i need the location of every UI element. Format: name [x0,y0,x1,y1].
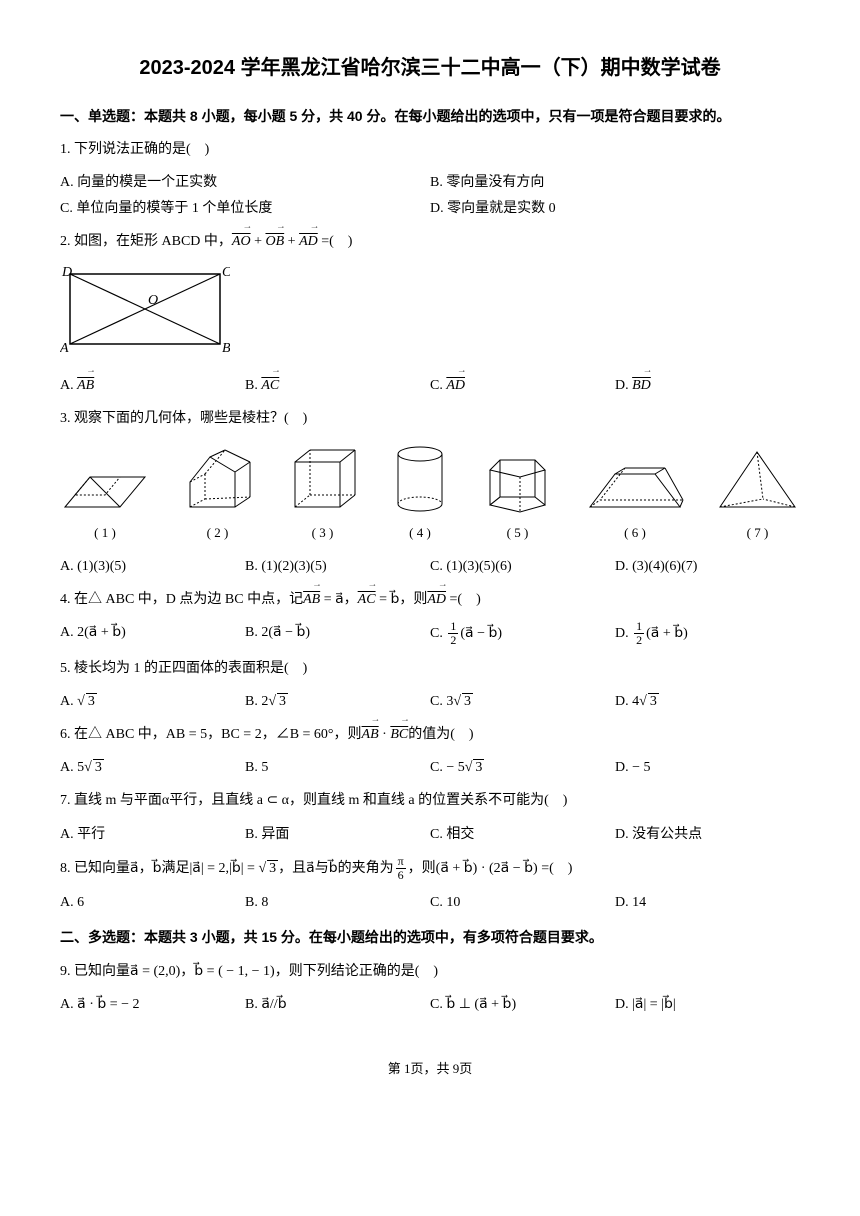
q7-options: A. 平行 B. 异面 C. 相交 D. 没有公共点 [60,822,800,847]
q2-prefix: 2. 如图，在矩形 ABCD 中， [60,234,232,249]
section-1-header: 一、单选题：本题共 8 小题，每小题 5 分，共 40 分。在每小题给出的选项中… [60,104,800,129]
q2-opt-a: A. AB [60,373,245,398]
q7-text: 7. 直线 m 与平面α平行，且直线 a ⊂ α，则直线 m 和直线 a 的位置… [60,788,800,813]
vec-ad: AD [299,229,318,254]
q5-opt-a: A. 3 [60,689,245,714]
vec-ob: OB [265,229,284,254]
svg-text:C: C [222,265,230,280]
q3-opt-c: C. (1)(3)(5)(6) [430,554,615,579]
q8-opt-d: D. 14 [615,890,800,915]
section-2-header: 二、多选题：本题共 3 小题，共 15 分。在每小题给出的选项中，有多项符合题目… [60,925,800,950]
q1-opt-b: B. 零向量没有方向 [430,170,800,195]
q9-opt-c: C. b⃗ ⊥ (a⃗ + b⃗) [430,992,615,1017]
q2-opt-d: D. BD [615,373,800,398]
q7-opt-a: A. 平行 [60,822,245,847]
q9-text: 9. 已知向量a⃗ = (2,0)，b⃗ = ( − 1, − 1)，则下列结论… [60,959,800,984]
shape-2: ( 2 ) [180,442,255,544]
q5-opt-d: D. 43 [615,689,800,714]
q4-options: A. 2(a⃗ + b⃗) B. 2(a⃗ − b⃗) C. 12(a⃗ − b… [60,620,800,647]
q4-opt-b: B. 2(a⃗ − b⃗) [245,620,430,647]
q5-opt-b: B. 23 [245,689,430,714]
q7-opt-d: D. 没有公共点 [615,822,800,847]
q5-text: 5. 棱长均为 1 的正四面体的表面积是( ) [60,656,800,681]
q6-text: 6. 在△ ABC 中，AB = 5，BC = 2，∠B = 60°，则AB ·… [60,722,800,747]
q4-opt-d: D. 12(a⃗ + b⃗) [615,620,800,647]
q6-opt-c: C. − 53 [430,755,615,780]
shape-4: ( 4 ) [390,442,450,544]
q1-opt-c: C. 单位向量的模等于 1 个单位长度 [60,196,430,221]
q1-options: A. 向量的模是一个正实数 B. 零向量没有方向 C. 单位向量的模等于 1 个… [60,170,800,220]
q8-text: 8. 已知向量a⃗，b⃗满足|a⃗| = 2,|b⃗| = 3，且a⃗与b⃗的夹… [60,855,800,882]
shape-1: ( 1 ) [60,457,150,544]
q9-options: A. a⃗ · b⃗ = − 2 B. a⃗//b⃗ C. b⃗ ⊥ (a⃗ +… [60,992,800,1017]
q7-opt-c: C. 相交 [430,822,615,847]
q3-options: A. (1)(3)(5) B. (1)(2)(3)(5) C. (1)(3)(5… [60,554,800,579]
svg-text:B: B [222,341,230,354]
shape-6: ( 6 ) [585,462,685,544]
q5-opt-c: C. 33 [430,689,615,714]
q8-opt-c: C. 10 [430,890,615,915]
q6-opt-a: A. 53 [60,755,245,780]
q2-opt-b: B. AC [245,373,430,398]
q2-options: A. AB B. AC C. AD D. BD [60,373,800,398]
q5-options: A. 3 B. 23 C. 33 D. 43 [60,689,800,714]
q1-text: 1. 下列说法正确的是( ) [60,137,800,162]
q1-opt-d: D. 零向量就是实数 0 [430,196,800,221]
q3-text: 3. 观察下面的几何体，哪些是棱柱？( ) [60,406,800,431]
q4-opt-c: C. 12(a⃗ − b⃗) [430,620,615,647]
q4-text: 4. 在△ ABC 中，D 点为边 BC 中点，记AB = a⃗，AC = b⃗… [60,587,800,612]
q6-options: A. 53 B. 5 C. − 53 D. − 5 [60,755,800,780]
q3-opt-b: B. (1)(2)(3)(5) [245,554,430,579]
q9-opt-b: B. a⃗//b⃗ [245,992,430,1017]
q6-opt-d: D. − 5 [615,755,800,780]
q2-suffix: =( ) [318,234,353,249]
q9-opt-a: A. a⃗ · b⃗ = − 2 [60,992,245,1017]
q7-opt-b: B. 异面 [245,822,430,847]
q2-text: 2. 如图，在矩形 ABCD 中，AO + OB + AD =( ) [60,229,800,254]
shape-7: ( 7 ) [715,447,800,544]
page-title: 2023-2024 学年黑龙江省哈尔滨三十二中高一（下）期中数学试卷 [60,50,800,86]
svg-text:A: A [60,341,69,354]
shape-5: ( 5 ) [480,442,555,544]
page-footer: 第 1页，共 9页 [60,1057,800,1080]
q8-opt-a: A. 6 [60,890,245,915]
q1-opt-a: A. 向量的模是一个正实数 [60,170,430,195]
q8-options: A. 6 B. 8 C. 10 D. 14 [60,890,800,915]
q8-opt-b: B. 8 [245,890,430,915]
q3-figures: ( 1 ) ( 2 ) ( 3 ) ( 4 ) ( 5 ) ( 6 ) ( 7 … [60,442,800,544]
q3-opt-d: D. (3)(4)(6)(7) [615,554,800,579]
q6-opt-b: B. 5 [245,755,430,780]
q3-opt-a: A. (1)(3)(5) [60,554,245,579]
q2-opt-c: C. AD [430,373,615,398]
vec-ao: AO [232,229,251,254]
q4-opt-a: A. 2(a⃗ + b⃗) [60,620,245,647]
svg-text:D: D [61,265,72,280]
q2-figure: D C A B O [60,264,800,363]
shape-3: ( 3 ) [285,442,360,544]
svg-text:O: O [148,293,158,308]
q9-opt-d: D. |a⃗| = |b⃗| [615,992,800,1017]
